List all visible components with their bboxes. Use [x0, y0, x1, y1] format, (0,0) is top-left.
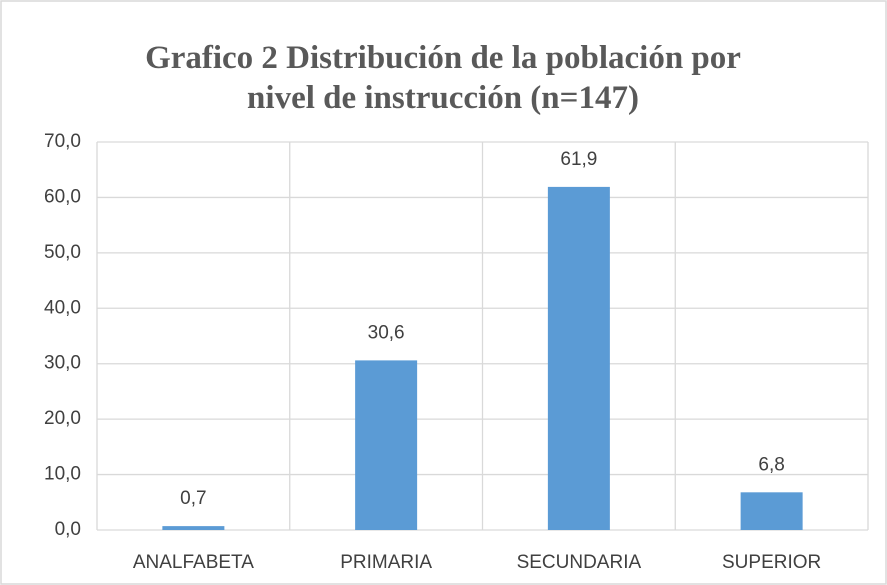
data-label: 6,8: [758, 454, 784, 475]
x-tick-label: ANALFABETA: [133, 552, 254, 573]
y-tick-label: 20,0: [44, 408, 81, 429]
y-tick-label: 50,0: [44, 242, 81, 263]
data-label: 0,7: [180, 488, 206, 509]
data-label: 30,6: [368, 322, 405, 343]
y-tick-label: 30,0: [44, 353, 81, 374]
bar: [162, 526, 225, 530]
data-label: 61,9: [560, 149, 597, 170]
y-tick-label: 40,0: [44, 297, 81, 318]
y-tick-label: 10,0: [44, 464, 81, 485]
chart-title: Grafico 2 Distribución de la población p…: [145, 40, 741, 116]
y-tick-label: 0,0: [55, 519, 81, 540]
bar: [355, 360, 418, 530]
x-tick-label: SUPERIOR: [722, 552, 821, 573]
y-tick-label: 60,0: [44, 186, 81, 207]
x-tick-label: SECUNDARIA: [517, 552, 642, 573]
y-tick-label: 70,0: [44, 131, 81, 152]
bar: [547, 186, 610, 530]
x-tick-label: PRIMARIA: [340, 552, 432, 573]
bar: [740, 492, 803, 530]
